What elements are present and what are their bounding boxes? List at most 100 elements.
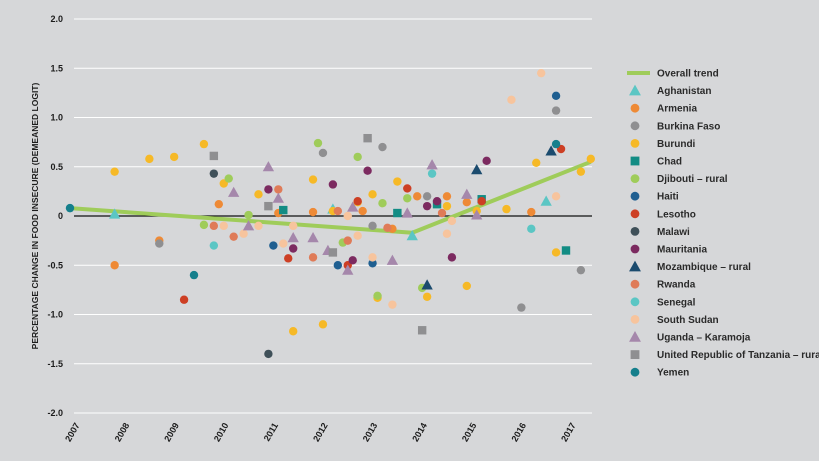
- data-point: [264, 201, 273, 211]
- y-axis-title: PERCENTAGE CHANGE IN FOOD INSECURE (DEME…: [30, 83, 40, 350]
- data-point: [462, 281, 471, 291]
- data-point: [517, 303, 526, 312]
- data-point: [437, 208, 447, 218]
- data-point: [264, 349, 273, 359]
- legend: Overall trend Aghanistan Armenia Burkina Fa…: [627, 69, 819, 379]
- data-point: [388, 300, 397, 309]
- data-point: [272, 192, 284, 203]
- legend-swatch: [630, 174, 640, 184]
- x-tick-label: 2010: [212, 421, 231, 443]
- data-point: [461, 188, 473, 199]
- data-point: [269, 241, 278, 250]
- x-tick-label: 2016: [509, 421, 528, 443]
- data-point: [145, 154, 154, 164]
- y-tick-labels: 2.0 1.5 1.0 0.5 0 -0.5 -1.0 -1.5 -2.0: [47, 14, 63, 418]
- data-point: [471, 164, 483, 175]
- legend-swatch: [630, 279, 640, 289]
- data-point: [308, 175, 318, 184]
- x-tick-label: 2012: [311, 421, 330, 443]
- legend-label: Uganda – Karamoja: [657, 333, 751, 344]
- legend-swatch: [630, 297, 640, 307]
- data-point: [507, 95, 516, 104]
- data-point: [264, 185, 273, 194]
- data-point: [353, 197, 362, 206]
- data-point: [406, 230, 418, 241]
- y-tick-label: 0: [58, 211, 63, 221]
- data-point: [289, 244, 298, 253]
- data-point: [209, 241, 219, 250]
- data-point: [527, 224, 536, 234]
- data-point: [368, 253, 377, 262]
- data-point: [308, 253, 318, 262]
- data-point: [318, 320, 328, 329]
- data-point: [422, 292, 432, 301]
- data-point: [65, 203, 75, 213]
- y-axis-label: PERCENTAGE CHANGE IN FOOD INSECURE (DEME…: [30, 83, 40, 350]
- data-point: [279, 205, 288, 215]
- y-tick-label: -2.0: [47, 408, 63, 418]
- data-point: [219, 221, 228, 231]
- data-point: [401, 207, 413, 218]
- y-tick-label: -1.0: [47, 310, 63, 320]
- data-point: [403, 194, 412, 203]
- data-point: [471, 209, 483, 220]
- data-point: [308, 207, 318, 217]
- data-point: [347, 201, 359, 212]
- data-point: [179, 295, 189, 304]
- data-point: [447, 216, 457, 226]
- data-point: [279, 239, 288, 248]
- legend-swatch: [630, 350, 640, 359]
- data-point: [383, 223, 392, 233]
- legend-label: Chad: [657, 157, 682, 168]
- data-point: [373, 291, 382, 300]
- data-point: [502, 204, 511, 214]
- x-tick-label: 2015: [460, 421, 479, 443]
- data-point: [551, 248, 561, 257]
- data-point: [426, 159, 438, 170]
- data-point: [313, 138, 323, 148]
- legend-label: Armenia: [657, 104, 697, 115]
- y-tick-label: 2.0: [50, 14, 63, 24]
- data-point: [199, 220, 209, 230]
- data-point: [576, 167, 586, 176]
- legend-label: Burundi: [657, 139, 696, 150]
- data-point: [545, 145, 557, 156]
- data-point: [239, 229, 248, 238]
- data-point: [333, 206, 343, 216]
- data-point: [417, 326, 427, 335]
- data-point: [328, 180, 338, 189]
- data-point: [540, 195, 552, 206]
- legend-label: Yemen: [657, 368, 689, 379]
- legend-label: Mozambique – rural: [657, 262, 751, 273]
- data-point: [527, 207, 536, 217]
- data-point: [393, 208, 402, 218]
- data-point: [427, 169, 437, 178]
- data-point: [110, 167, 119, 176]
- data-point: [477, 197, 486, 206]
- data-point: [254, 190, 263, 199]
- data-points: [65, 68, 595, 359]
- legend-swatch: [630, 156, 640, 166]
- x-tick-label: 2008: [113, 421, 132, 443]
- data-point: [333, 261, 343, 270]
- legend-label: Mauritania: [657, 245, 707, 256]
- data-point: [289, 221, 298, 231]
- legend-label: Lesotho: [657, 209, 696, 220]
- legend-swatch: [630, 227, 640, 236]
- y-tick-label: -0.5: [47, 260, 63, 270]
- data-point: [155, 239, 164, 248]
- data-point: [363, 166, 372, 175]
- data-point: [363, 133, 372, 143]
- legend-swatch: [630, 209, 640, 219]
- data-point: [348, 256, 357, 265]
- overall-trend-line: [69, 159, 592, 235]
- data-point: [343, 236, 352, 245]
- data-point: [284, 254, 293, 263]
- data-point: [214, 199, 223, 209]
- data-point: [403, 184, 412, 193]
- data-point: [551, 91, 561, 101]
- data-point: [386, 254, 399, 265]
- data-point: [413, 192, 422, 201]
- legend-swatch: [630, 315, 640, 324]
